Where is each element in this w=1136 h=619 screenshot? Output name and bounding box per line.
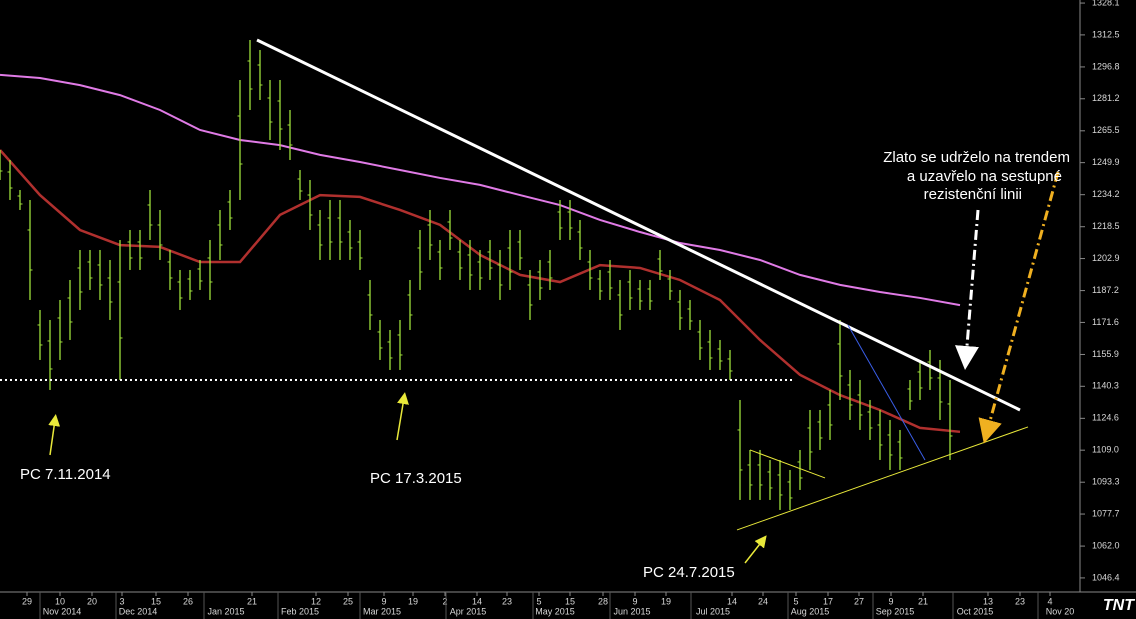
x-tick-label: 23 <box>502 596 512 606</box>
y-tick-label: 1218.5 <box>1092 221 1120 231</box>
y-tick-label: 1109.0 <box>1092 445 1119 455</box>
x-tick-label: 10 <box>55 596 65 606</box>
x-tick-label: 19 <box>408 596 418 606</box>
x-tick-label: 5 <box>536 596 541 606</box>
x-tick-label: 14 <box>727 596 737 606</box>
x-tick-label: 21 <box>918 596 928 606</box>
x-tick-label: 29 <box>22 596 32 606</box>
y-tick-label: 1140.3 <box>1092 381 1119 391</box>
x-tick-label: 19 <box>661 596 671 606</box>
y-tick-label: 1124.6 <box>1092 413 1119 423</box>
trend-line <box>847 324 926 461</box>
x-tick-label: 24 <box>758 596 768 606</box>
y-tick-label: 1328.1 <box>1092 0 1120 7</box>
annotation: Zlato se udrželo na trendem <box>883 149 1070 166</box>
trend-line <box>736 426 1029 531</box>
arrows <box>48 171 1060 564</box>
month-label: Jan 2015 <box>207 606 244 616</box>
month-label: Feb 2015 <box>281 606 319 616</box>
month-label: Nov 20 <box>1046 606 1075 616</box>
x-tick-label: 12 <box>311 596 321 606</box>
arrow <box>978 171 1060 444</box>
x-tick-label: 28 <box>598 596 608 606</box>
callout: PC 24.7.2015 <box>643 564 735 581</box>
y-tick-label: 1202.9 <box>1092 253 1120 263</box>
month-label: May 2015 <box>535 606 575 616</box>
annotation: rezistenční linii <box>924 186 1022 203</box>
plot-area <box>0 38 1029 531</box>
y-tick-label: 1062.0 <box>1092 540 1120 550</box>
callout: PC 7.11.2014 <box>20 466 111 483</box>
x-tick-label: 13 <box>983 596 993 606</box>
x-tick-label: 2 <box>442 596 447 606</box>
month-label: Nov 2014 <box>43 606 82 616</box>
y-tick-label: 1187.2 <box>1092 285 1119 295</box>
x-tick-label: 9 <box>888 596 893 606</box>
y-tick-label: 1312.5 <box>1092 29 1120 39</box>
x-tick-label: 9 <box>381 596 386 606</box>
y-tick-label: 1281.2 <box>1092 93 1120 103</box>
y-tick-label: 1077.7 <box>1092 508 1120 518</box>
moving-average <box>0 73 961 307</box>
x-tick-label: 23 <box>1015 596 1025 606</box>
y-tick-label: 1171.6 <box>1092 317 1119 327</box>
x-tick-label: 4 <box>1047 596 1052 606</box>
x-tick-label: 14 <box>472 596 482 606</box>
x-tick-label: 20 <box>87 596 97 606</box>
callout: PC 17.3.2015 <box>370 470 462 487</box>
x-tick-label: 9 <box>632 596 637 606</box>
arrow <box>396 392 409 441</box>
y-tick-label: 1093.3 <box>1092 477 1120 487</box>
x-tick-label: 27 <box>854 596 864 606</box>
month-label: Apr 2015 <box>450 606 487 616</box>
annotation: a uzavřelo na sestupné <box>907 168 1062 185</box>
x-tick-label: 5 <box>793 596 798 606</box>
month-label: Jul 2015 <box>696 606 730 616</box>
trend-line <box>256 38 1021 412</box>
arrow <box>955 209 980 370</box>
month-label: Mar 2015 <box>363 606 401 616</box>
month-label: Jun 2015 <box>613 606 650 616</box>
x-tick-label: 3 <box>119 596 124 606</box>
x-tick-label: 21 <box>247 596 257 606</box>
y-tick-label: 1249.9 <box>1092 157 1120 167</box>
x-tick-label: 26 <box>183 596 193 606</box>
month-label: Dec 2014 <box>119 606 158 616</box>
y-tick-label: 1296.8 <box>1092 61 1120 71</box>
x-tick-label: 15 <box>565 596 575 606</box>
month-label: Oct 2015 <box>957 606 994 616</box>
trend-line <box>749 449 826 479</box>
month-label: Sep 2015 <box>876 606 915 616</box>
arrow <box>48 414 61 456</box>
y-tick-label: 1046.4 <box>1092 572 1120 582</box>
y-tick-label: 1155.9 <box>1092 349 1119 359</box>
month-label: Aug 2015 <box>791 606 830 616</box>
x-tick-label: 15 <box>151 596 161 606</box>
x-tick-label: 25 <box>343 596 353 606</box>
x-tick-label: 17 <box>823 596 833 606</box>
logo: TNT <box>1103 597 1135 614</box>
y-tick-label: 1234.2 <box>1092 189 1120 199</box>
y-tick-label: 1265.5 <box>1092 125 1120 135</box>
arrow <box>744 535 767 564</box>
